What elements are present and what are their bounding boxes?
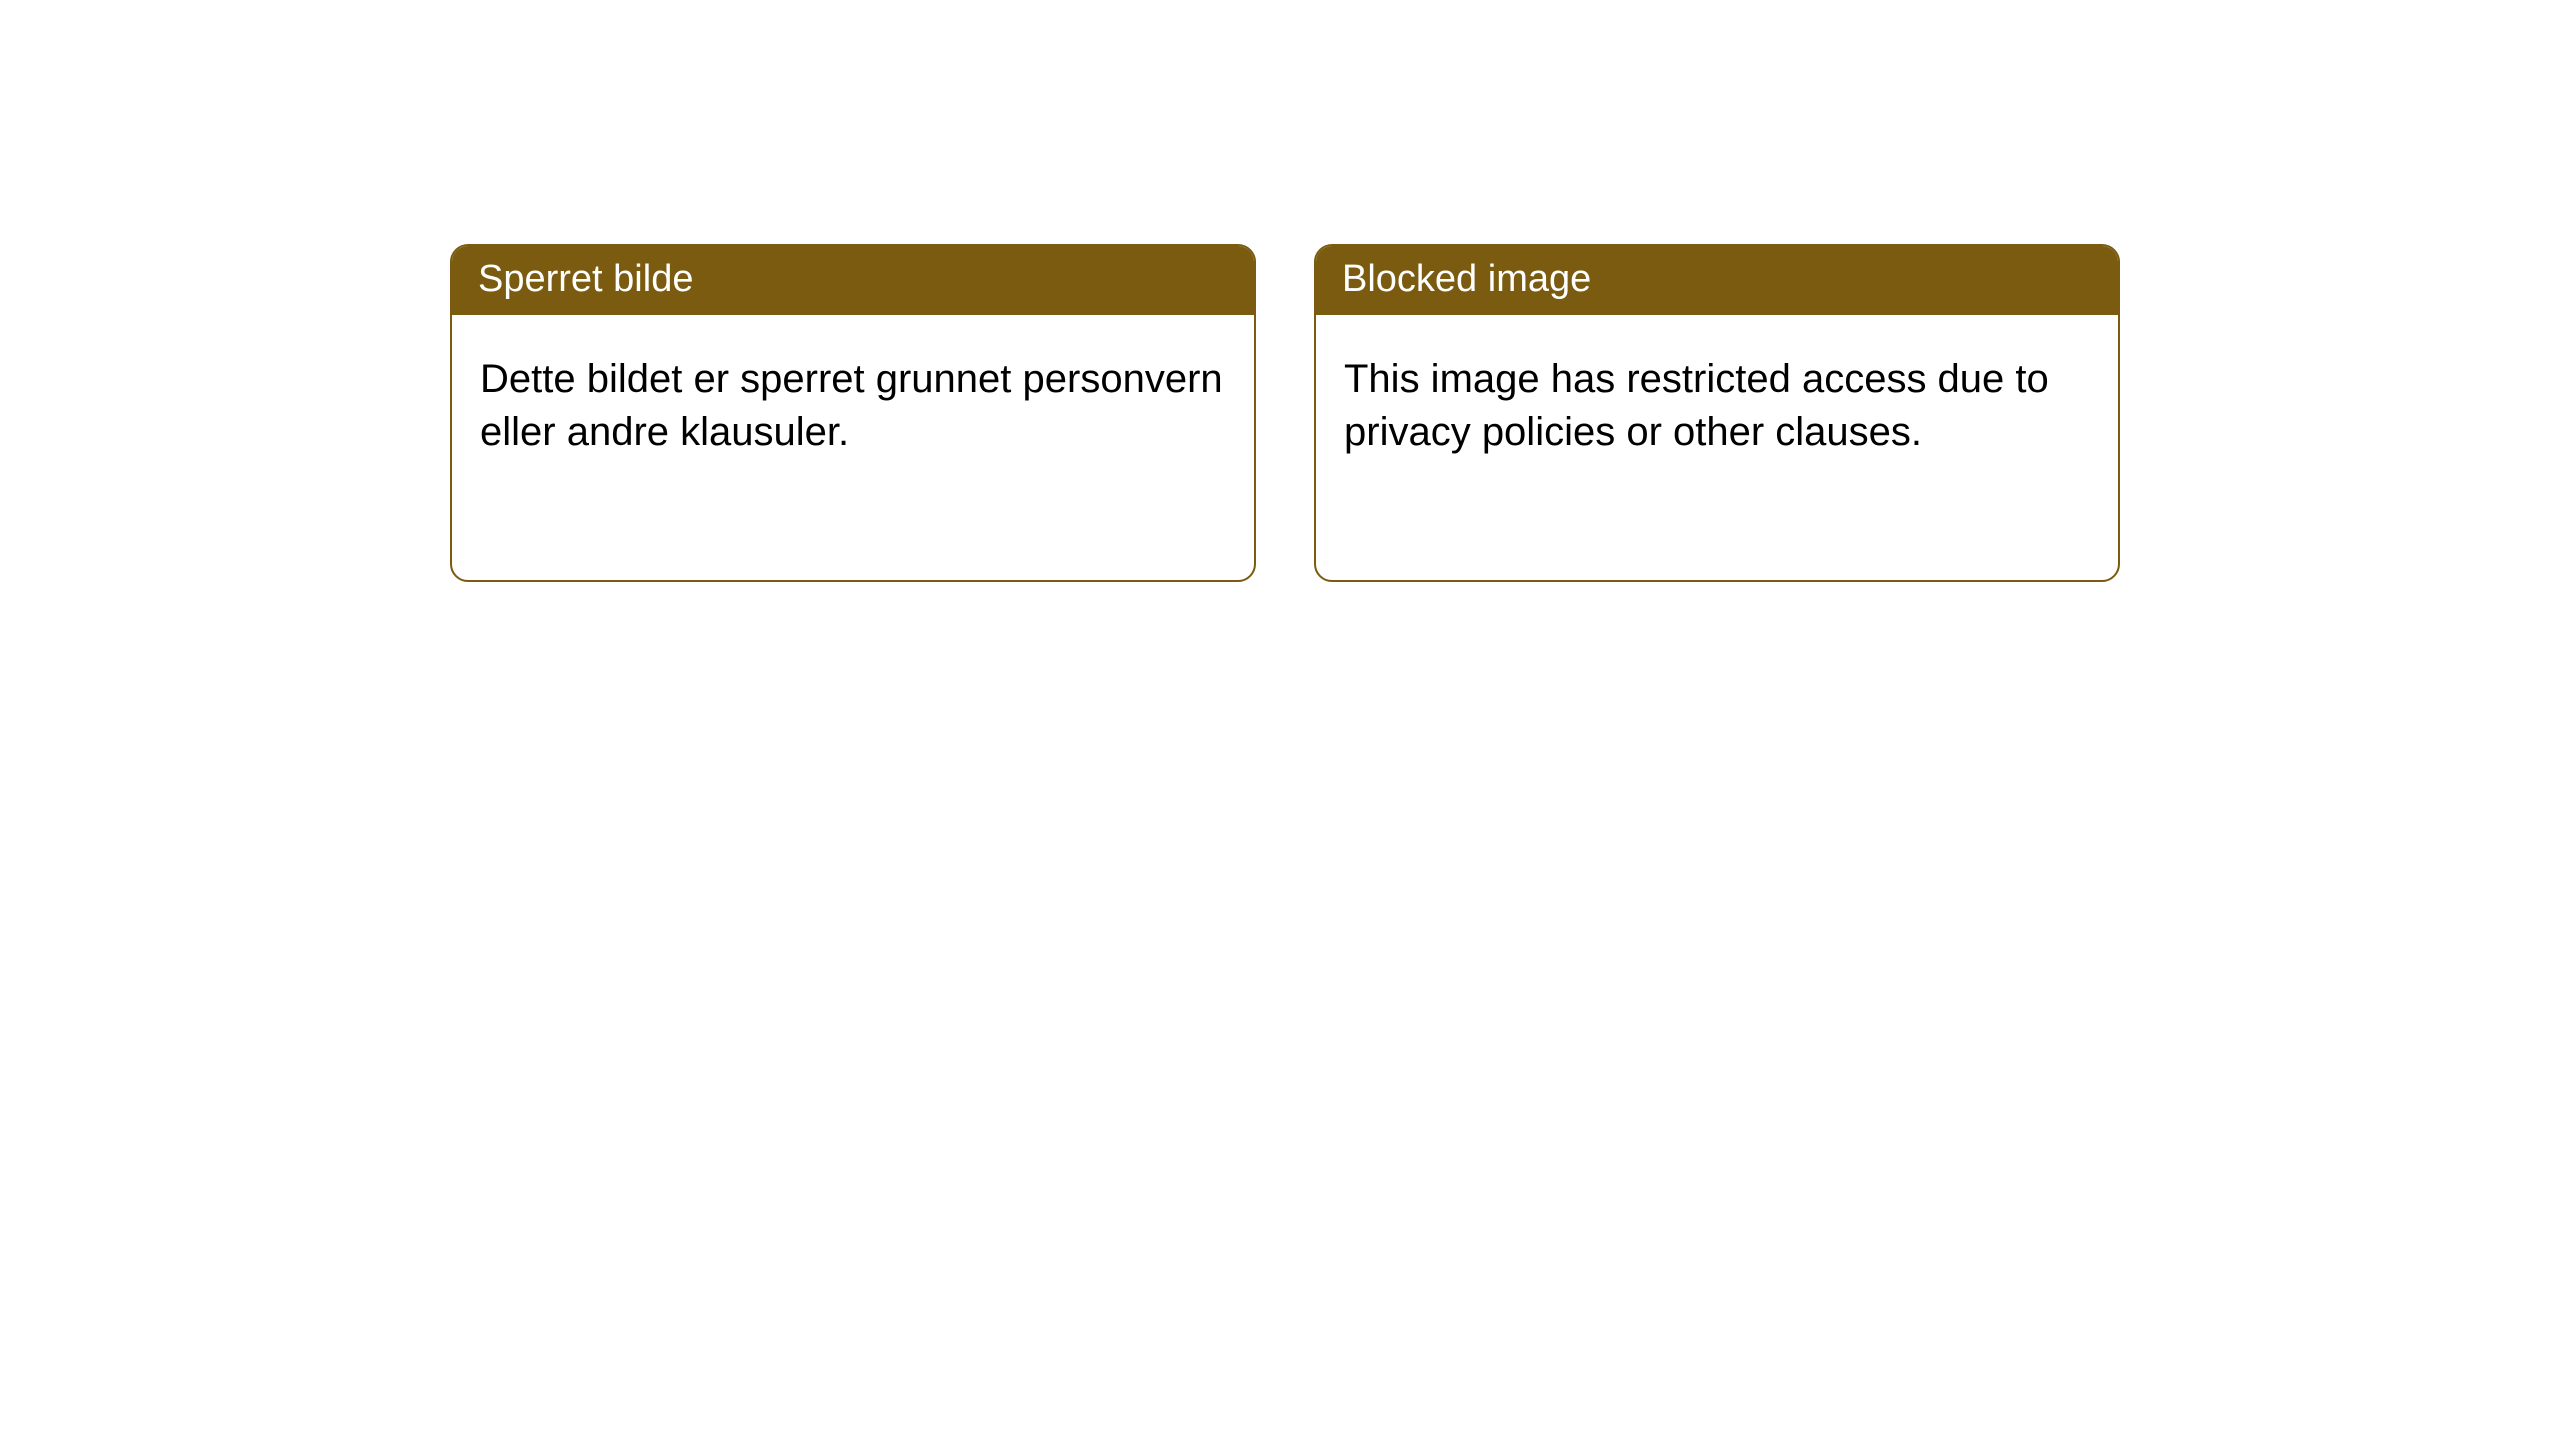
card-body-text: This image has restricted access due to … [1344,357,2049,454]
card-header: Sperret bilde [452,246,1254,315]
notice-container: Sperret bilde Dette bildet er sperret gr… [0,0,2560,582]
blocked-image-card-norwegian: Sperret bilde Dette bildet er sperret gr… [450,244,1256,582]
card-title: Sperret bilde [478,258,693,300]
card-body-text: Dette bildet er sperret grunnet personve… [480,357,1223,454]
card-header: Blocked image [1316,246,2118,315]
card-body: This image has restricted access due to … [1316,315,2118,497]
card-title: Blocked image [1342,258,1591,300]
blocked-image-card-english: Blocked image This image has restricted … [1314,244,2120,582]
card-body: Dette bildet er sperret grunnet personve… [452,315,1254,497]
